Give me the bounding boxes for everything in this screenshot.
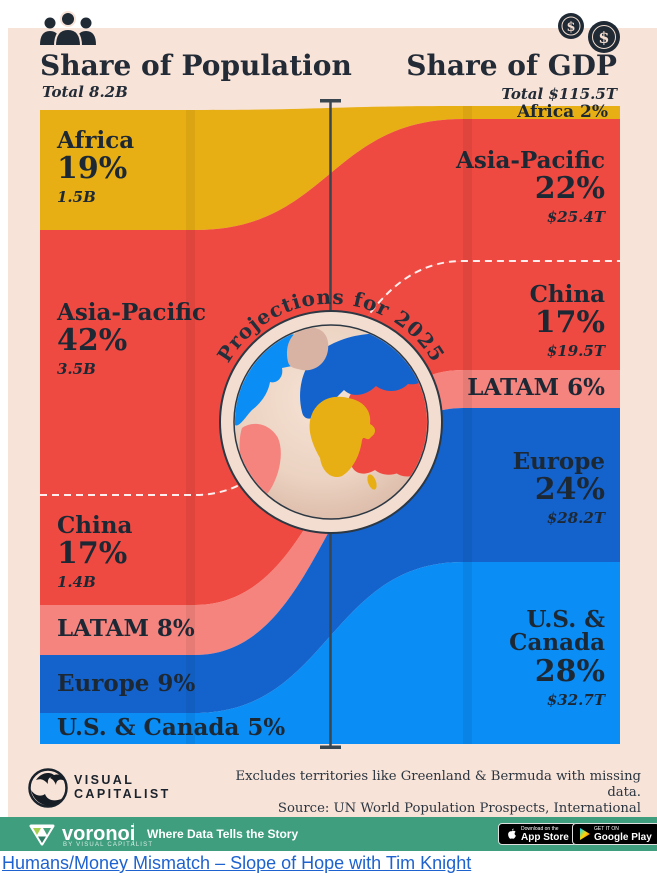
voronoi-tagline: Where Data Tells the Story: [147, 827, 299, 841]
population-label-china: China 17% 1.4B: [57, 512, 133, 592]
app-store-badge[interactable]: Download on the App Store: [498, 823, 577, 845]
population-label-africa: Africa 19% 1.5B: [57, 127, 135, 207]
voronoi-divider: [133, 823, 134, 845]
gdp-title: Share of GDP: [406, 49, 617, 82]
visual-capitalist-wordmark: VISUAL CAPITALIST: [74, 773, 171, 801]
gdp-label-us-canada: U.S. & Canada 28% $32.7T: [509, 606, 605, 709]
population-label-europe: Europe 9%: [57, 670, 196, 697]
article-link[interactable]: Humans/Money Mismatch – Slope of Hope wi…: [2, 853, 472, 873]
voronoi-byline: BY VISUAL CAPITALIST: [63, 842, 154, 848]
gdp-label-asia-pacific: Asia-Pacific 22% $25.4T: [455, 147, 605, 227]
voronoi-bar: voronoi BY VISUAL CAPITALIST Where Data …: [0, 817, 657, 851]
gdp-label-latam: LATAM 6%: [467, 374, 605, 401]
population-total: Total 8.2B: [42, 83, 128, 101]
gdp-total: Total $115.5T: [501, 85, 617, 103]
population-label-us-canada: U.S. & Canada 5%: [57, 714, 286, 741]
google-play-badge[interactable]: GET IT ON Google Play: [572, 823, 657, 845]
exclusion-note: Excludes territories like Greenland & Be…: [235, 769, 641, 800]
gdp-label-china: China 17% $19.5T: [529, 281, 605, 361]
population-label-latam: LATAM 8%: [57, 615, 195, 642]
gdp-label-europe: Europe 24% $28.2T: [512, 448, 605, 528]
population-title: Share of Population: [40, 49, 352, 82]
apple-icon: [508, 828, 516, 839]
gdp-label-africa: Africa 2%: [517, 102, 608, 122]
population-label-asia-pacific: Asia-Pacific 42% 3.5B: [57, 299, 207, 379]
google-play-icon: [580, 828, 590, 840]
voronoi-wordmark: voronoi: [62, 823, 136, 845]
voronoi-logo-icon: [29, 824, 55, 846]
